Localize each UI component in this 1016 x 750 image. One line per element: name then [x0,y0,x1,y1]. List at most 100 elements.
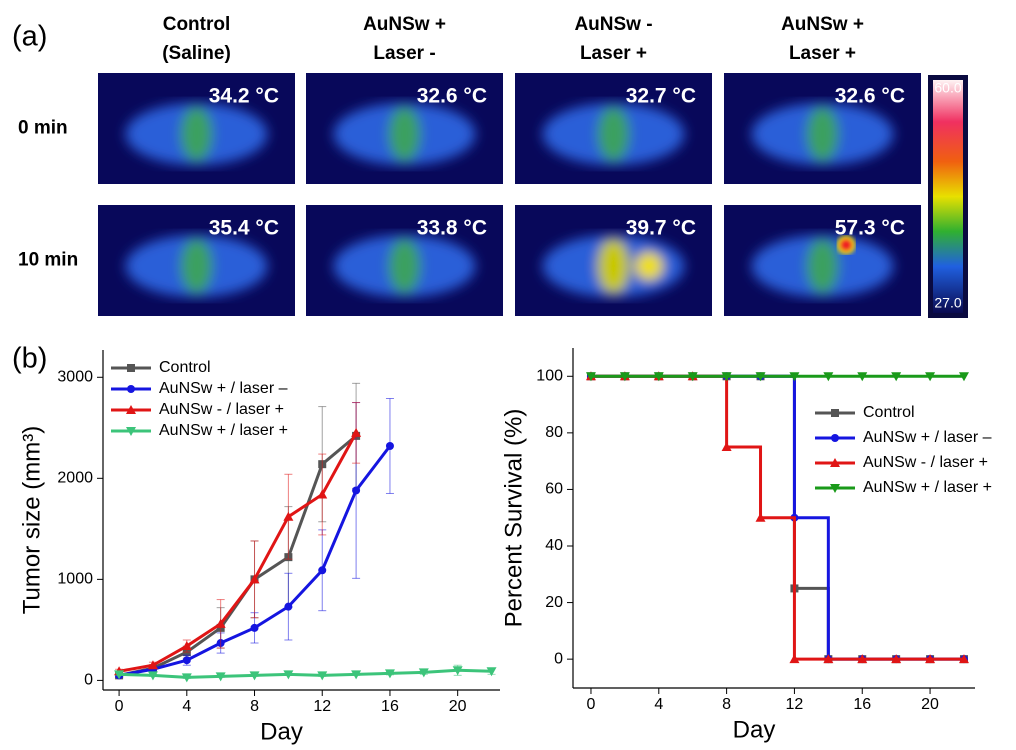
marker [283,670,294,680]
marker [831,409,839,417]
y-tick-label: 2000 [57,470,93,487]
marker [351,670,362,680]
marker [352,486,361,495]
marker [249,671,260,681]
marker [925,654,936,664]
y-tick-label: 3000 [57,368,93,385]
marker [958,654,969,664]
marker [585,372,596,382]
marker [721,372,732,382]
marker [317,489,328,499]
marker [830,484,840,493]
marker [147,671,158,681]
marker [250,623,259,632]
marker [789,654,800,664]
body-core [597,106,630,162]
y-tick-label: 1000 [57,571,93,588]
mouse-body [125,234,268,298]
marker [830,458,840,467]
column-header: (Saline) [162,43,231,64]
body-core [806,106,839,162]
x-tick-label: 0 [115,698,124,715]
mouse-body [542,234,685,298]
marker [831,434,839,442]
marker [721,442,732,452]
column-header: Laser + [789,43,856,64]
temperature-label: 35.4 °C [209,217,279,240]
marker [452,666,463,676]
marker [284,602,293,611]
marker [351,427,362,437]
marker [114,670,125,680]
y-axis-label: Tumor size (mm³) [18,426,45,614]
column-header: AuNSw + [781,14,864,35]
marker [958,372,969,382]
body-core [180,106,213,162]
temperature-label: 32.6 °C [417,85,487,108]
marker [619,372,630,382]
marker [486,667,497,677]
temperature-label: 32.6 °C [835,85,905,108]
x-tick-label: 20 [449,698,467,715]
marker [249,574,260,584]
marker [789,372,800,382]
temperature-label: 57.3 °C [835,217,905,240]
column-header: Laser - [373,43,435,64]
x-tick-label: 12 [313,698,331,715]
y-tick-label: 80 [545,424,563,441]
body-core [597,238,630,294]
marker [127,385,135,393]
marker [687,372,698,382]
marker [181,673,192,683]
y-tick-label: 100 [536,368,563,385]
panel-label: (a) [12,21,47,53]
body-core [388,238,421,294]
temperature-label: 39.7 °C [626,217,696,240]
marker [653,372,664,382]
mouse-body [333,234,476,298]
series-line [119,668,492,679]
x-tick-label: 20 [921,696,939,713]
series-line [118,432,358,673]
legend-label: AuNSw + / laser + [159,422,288,439]
colorbar [933,80,963,313]
legend-label: AuNSw - / laser + [159,401,284,418]
x-tick-label: 4 [654,696,663,713]
y-tick-label: 0 [554,650,563,667]
x-tick-label: 8 [722,696,731,713]
legend-label: AuNSw - / laser + [863,454,988,471]
column-header: AuNSw + [363,14,446,35]
y-tick-label: 0 [84,672,93,689]
row-label: 10 min [18,250,78,271]
legend-label: AuNSw + / laser + [863,479,992,496]
colorbar-min: 27.0 [934,295,961,311]
x-tick-label: 8 [250,698,259,715]
marker [126,405,136,414]
marker [925,372,936,382]
marker [755,512,766,522]
marker [317,671,328,681]
body-core [180,238,213,294]
legend-label: Control [863,404,915,421]
marker [147,660,158,670]
marker [891,654,902,664]
legend-label: Control [159,359,211,376]
x-tick-label: 0 [587,696,596,713]
temperature-label: 33.8 °C [417,217,487,240]
marker [126,427,136,436]
column-header: AuNSw - [574,14,652,35]
mouse-body [751,102,894,166]
y-tick-label: 40 [545,537,563,554]
y-axis-label: Percent Survival (%) [500,409,527,628]
x-axis-label: Day [260,718,303,745]
thermal-panel: Control (Saline) AuNSw + Laser - AuNSw - Lase… [18,14,921,316]
x-tick-label: 12 [786,696,804,713]
marker [418,668,429,678]
marker [182,656,191,665]
marker [823,654,834,664]
marker [857,654,868,664]
chart: 0 4 8 12 16 20 0 20 40 60 80 100 Day Percent Survival… [500,348,992,743]
marker [283,511,294,521]
marker [127,364,135,372]
